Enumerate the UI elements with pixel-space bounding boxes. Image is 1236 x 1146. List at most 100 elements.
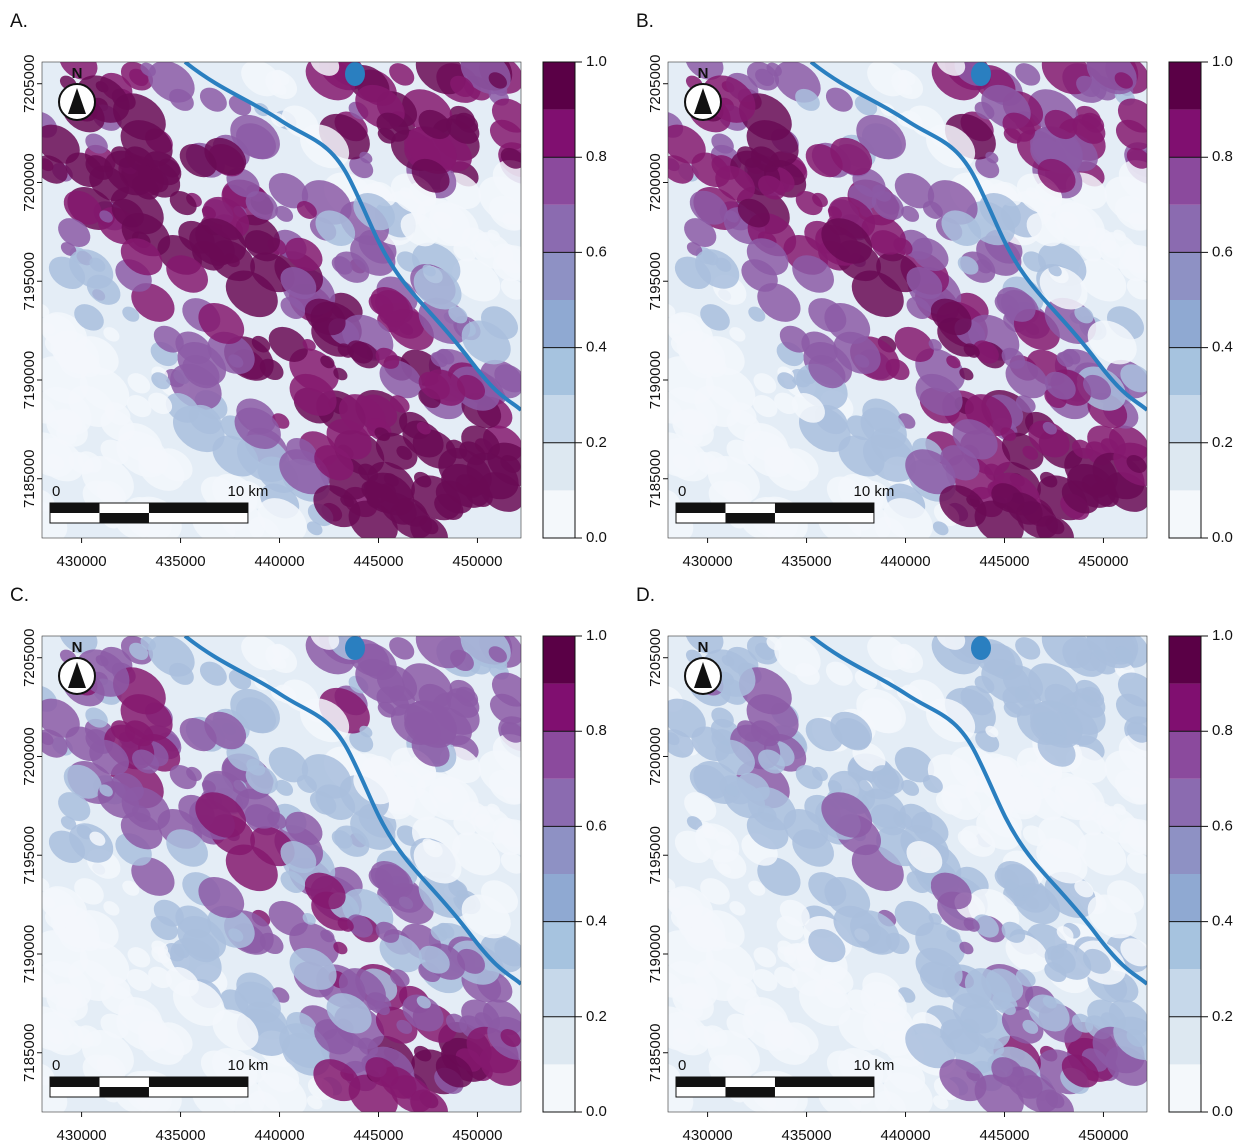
map-texture [1078,258,1127,302]
colorbar-tick-label: 1.0 [1212,53,1233,70]
map-texture [1055,202,1105,247]
map-texture [331,830,353,849]
map-texture [994,293,1020,316]
map-texture [56,999,77,1019]
map-texture [396,445,413,460]
colorbar-bin [1169,683,1201,732]
colorbar-tick-label: 1.0 [586,627,607,644]
map-texture [826,476,866,512]
map-texture [668,303,676,318]
map-texture [753,947,777,968]
map-texture [994,867,1020,890]
x-tick-label: 435000 [782,553,832,570]
map-texture [991,1057,1025,1087]
map-texture [422,264,436,277]
map-texture [1044,945,1076,974]
map-texture [310,636,340,650]
map-texture [689,764,728,799]
map-texture [410,515,448,538]
y-tick-label: 7185000 [21,450,38,508]
map-texture [333,367,348,381]
map-texture [165,393,199,423]
x-tick-label: 435000 [782,1127,832,1144]
map-texture [120,238,163,276]
map-texture [280,267,317,300]
map-texture [791,967,825,997]
map-texture [42,698,80,738]
map-texture [725,210,739,223]
panel-label: A. [10,11,28,32]
scale-bar-segment [725,1087,775,1097]
colorbar-bin [543,157,575,205]
map-texture [1071,1013,1094,1033]
map-texture [204,137,247,176]
map-texture [685,62,724,80]
map-texture [59,636,98,654]
colorbar-tick-label: 0.8 [1212,148,1233,165]
map-texture [695,823,740,863]
map-texture [715,831,732,846]
map-texture [199,87,227,112]
map-texture [883,1072,933,1112]
panel-label: C. [10,585,29,606]
map-panel: B. N 0 10 km 430000 435000 440000 445000 450000 7… [636,11,1233,570]
map-texture [59,62,98,80]
x-tick-label: 450000 [1078,553,1128,570]
map-texture [42,729,68,758]
y-tick-label: 7205000 [21,629,38,687]
y-tick-label: 7190000 [21,351,38,409]
map-texture [906,267,943,300]
map-texture [396,1019,413,1034]
map-texture [435,480,473,514]
map-texture [272,82,287,96]
panel-label: D. [636,585,655,606]
map-texture [963,343,980,358]
map-texture [689,190,728,225]
map-texture [758,749,785,774]
lake [345,62,365,86]
y-tick-label: 7200000 [21,727,38,785]
map-texture [885,358,910,381]
map-texture [906,297,932,319]
map-texture [155,448,193,482]
map-texture [151,946,171,964]
map-texture [838,1009,885,1051]
colorbar-bin [1169,490,1201,538]
colorbar-bin [543,300,575,348]
map-texture [289,947,337,990]
map-texture [1126,278,1147,300]
x-tick-label: 435000 [156,1127,206,1144]
x-tick-label: 430000 [683,1127,733,1144]
scale-bar-end: 10 km [854,483,895,500]
x-tick-label: 445000 [979,1127,1029,1144]
map-texture [1120,364,1147,393]
map-texture [1048,838,1062,851]
lake [971,636,991,660]
map-texture [985,725,999,738]
map-texture [752,395,778,418]
map-texture [450,649,474,672]
colorbar-bin [543,636,575,684]
map-texture [169,662,194,685]
map-texture [487,803,501,816]
map-texture [1114,769,1147,805]
map-texture [347,914,373,938]
map-texture [1100,813,1122,833]
map-texture [492,160,521,204]
map-texture [691,152,731,188]
map-texture [306,521,323,536]
map-texture [411,732,450,767]
map-texture [939,485,987,528]
colorbar-bin [543,1016,575,1065]
map-texture [821,792,873,838]
x-tick-label: 435000 [156,553,206,570]
map-texture [838,435,885,477]
map-texture [1022,1019,1039,1034]
map-texture [668,438,710,482]
map-texture [337,343,354,358]
map-texture [418,109,452,140]
map-texture [860,981,907,1023]
map-texture [376,112,410,142]
map-texture [726,439,755,465]
